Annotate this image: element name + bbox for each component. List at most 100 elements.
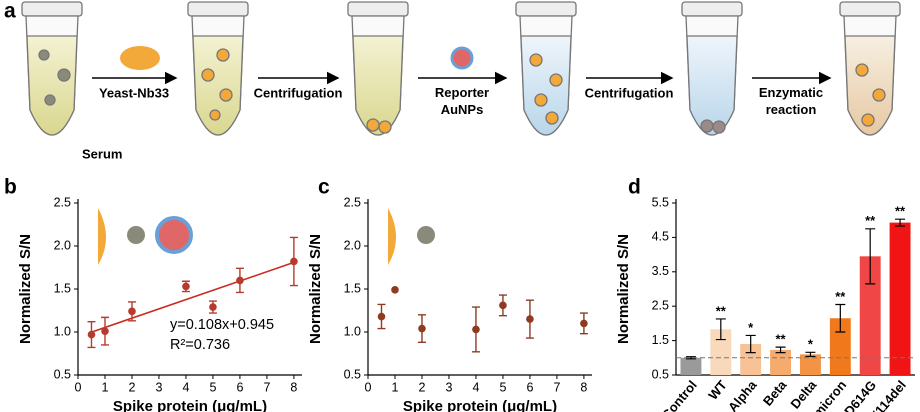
x-tick-label: 6 xyxy=(526,380,533,394)
fit-line xyxy=(91,261,295,333)
x-axis-title: Spike protein (μg/mL) xyxy=(113,398,267,412)
error-bar xyxy=(745,334,756,354)
data-point xyxy=(128,307,136,316)
x-tick-label: 8 xyxy=(290,380,297,394)
y-tick-label: 2.5 xyxy=(54,195,71,209)
y-axis-title: Normalized S/N xyxy=(615,234,632,344)
y-tick-label: 2.5 xyxy=(652,298,669,312)
y-tick-label: 0.5 xyxy=(652,367,669,381)
serum-label: Serum xyxy=(82,146,122,161)
data-point xyxy=(290,257,298,266)
y-tick-label: 2.5 xyxy=(344,195,361,209)
error-bar xyxy=(865,228,876,285)
y-tick-label: 1.5 xyxy=(344,281,361,295)
x-tick-label: 7 xyxy=(553,380,560,394)
data-point xyxy=(418,324,426,333)
step-label: Enzymatic reaction xyxy=(759,85,823,117)
x-tick-label: 3 xyxy=(445,380,452,394)
error-bar xyxy=(835,303,846,333)
x-axis-title: Spike protein (μg/mL) xyxy=(403,398,557,412)
x-tick-label: 4 xyxy=(182,380,189,394)
y-tick-label: 1.5 xyxy=(54,281,71,295)
panel-letter: a xyxy=(4,0,16,23)
y-tick-label: 5.5 xyxy=(652,195,669,209)
x-tick-label: 5 xyxy=(499,380,506,394)
bar xyxy=(740,344,762,375)
error-bar xyxy=(805,351,816,358)
fit-equation: y=0.108x+0.945 xyxy=(170,317,274,333)
x-tick-label: WT xyxy=(705,377,730,402)
tubes xyxy=(21,1,901,136)
step-label: Yeast-Nb33 xyxy=(99,85,169,100)
data-point xyxy=(391,286,399,294)
error-bar xyxy=(715,318,726,341)
error-bar xyxy=(775,346,786,354)
icon-surface xyxy=(388,208,396,265)
bar xyxy=(829,318,851,375)
icon-virus xyxy=(417,226,435,244)
data-point xyxy=(499,301,507,310)
x-tick-label: 2 xyxy=(128,380,135,394)
x-tick-label: 4 xyxy=(472,380,479,394)
x-tick-label: Alpha xyxy=(725,377,760,412)
bar xyxy=(799,354,821,375)
y-tick-label: 1.0 xyxy=(344,324,361,338)
y-tick-label: 3.5 xyxy=(652,264,669,278)
x-tick-label: 8 xyxy=(580,380,587,394)
bar xyxy=(770,349,792,375)
step-label: Reporter AuNPs xyxy=(435,85,489,117)
x-tick-label: Beta xyxy=(760,377,790,409)
bar xyxy=(859,256,881,375)
significance-label: ** xyxy=(895,204,906,219)
yeast-icon xyxy=(120,46,160,70)
data-point xyxy=(377,312,386,321)
fit-r2: R²=0.736 xyxy=(170,337,230,353)
data-point xyxy=(580,319,588,328)
step-label: Centrifugation xyxy=(585,85,674,100)
x-tick-label: 2 xyxy=(418,380,425,394)
x-tick-label: 6 xyxy=(236,380,243,394)
x-tick-label: 0 xyxy=(365,380,372,394)
y-tick-label: 1.5 xyxy=(652,333,669,347)
significance-label: ** xyxy=(776,332,787,347)
data-point xyxy=(236,276,244,285)
y-tick-label: 2.0 xyxy=(344,238,361,252)
y-tick-label: 2.0 xyxy=(54,238,71,252)
panel-letter: b xyxy=(4,176,17,199)
step-label: Centrifugation xyxy=(254,85,343,100)
data-point xyxy=(472,325,480,334)
y-tick-label: 1.0 xyxy=(54,324,71,338)
significance-label: ** xyxy=(835,289,846,304)
aunp-icon xyxy=(450,46,474,70)
charts: b 0.5 1.0 1.5 2.0 2.5 Normalized S/N 0 1 2 3 4 5 6 7 8 S… xyxy=(4,176,915,412)
panel-letter: c xyxy=(318,176,330,199)
icon-virus xyxy=(127,226,145,244)
x-tick-label: 0 xyxy=(75,380,82,394)
x-tick-label: 3 xyxy=(155,380,162,394)
bar xyxy=(680,357,702,375)
y-tick-label: 4.5 xyxy=(652,230,669,244)
y-tick-label: 0.5 xyxy=(344,367,361,381)
bar xyxy=(889,222,911,375)
data-point xyxy=(209,303,217,311)
y-tick-label: 0.5 xyxy=(54,367,71,381)
y-axis-title: Normalized S/N xyxy=(307,234,324,344)
y-axis-title: Normalized S/N xyxy=(17,234,34,344)
data-point xyxy=(87,330,96,339)
data-point xyxy=(182,282,190,291)
x-tick-label: 1 xyxy=(102,380,109,394)
icon-aunp xyxy=(155,216,193,254)
data-point xyxy=(526,315,534,323)
x-tick-label: Control xyxy=(659,377,700,412)
x-tick-label: 5 xyxy=(209,380,216,394)
error-bar xyxy=(685,356,696,360)
panel-a: a Serum Yeast-Nb33 Centrifugation Report… xyxy=(4,0,901,161)
error-bar xyxy=(895,218,906,227)
icon-surface xyxy=(98,208,106,265)
bar xyxy=(710,329,732,375)
significance-label: * xyxy=(748,320,754,335)
x-tick-label: 7 xyxy=(263,380,270,394)
panel-letter: d xyxy=(628,176,641,199)
significance-label: ** xyxy=(716,303,727,318)
